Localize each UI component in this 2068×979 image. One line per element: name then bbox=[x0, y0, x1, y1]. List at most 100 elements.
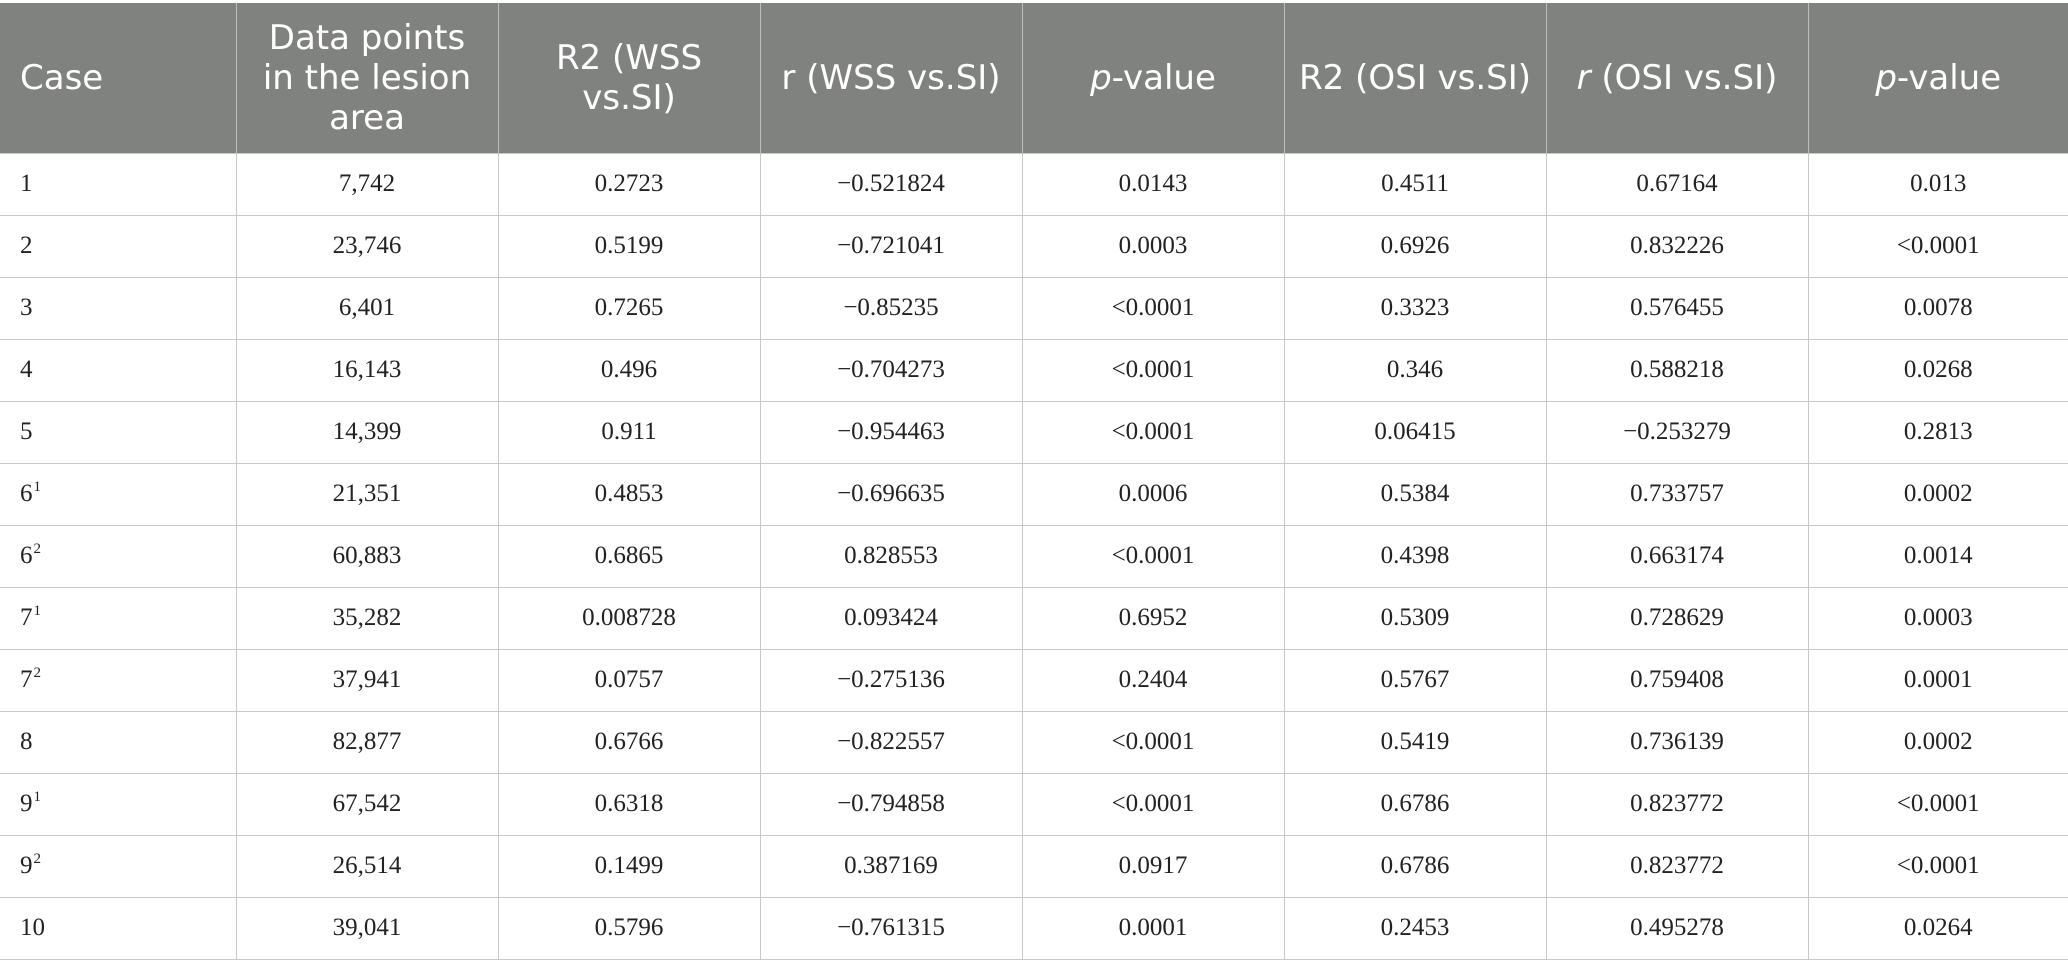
header-p-value-osi: p-value bbox=[1807, 3, 2068, 153]
header-row: Case Data points in the lesion area R2 (… bbox=[0, 3, 2068, 153]
cell-p-value-osi: 0.0268 bbox=[1807, 338, 2068, 402]
case-superscript: 1 bbox=[33, 479, 42, 495]
cell-case: 91 bbox=[0, 772, 237, 836]
header-r-osi: r (OSI vs.SI) bbox=[1545, 3, 1809, 153]
cell-case: 10 bbox=[0, 896, 237, 960]
cell-r-wss: −0.954463 bbox=[759, 400, 1023, 464]
cell-p-value-osi: 0.2813 bbox=[1807, 400, 2068, 464]
results-table: Case Data points in the lesion area R2 (… bbox=[0, 3, 2068, 960]
cell-r-wss: 0.093424 bbox=[759, 586, 1023, 650]
cell-r-osi: 0.733757 bbox=[1545, 462, 1809, 526]
cell-r-osi: −0.253279 bbox=[1545, 400, 1809, 464]
table-header: Case Data points in the lesion area R2 (… bbox=[0, 3, 2068, 153]
table-row: 10 39,041 0.5796 −0.761315 0.0001 0.2453 0.495… bbox=[0, 896, 2068, 960]
case-number: 2 bbox=[20, 232, 33, 259]
cell-case: 62 bbox=[0, 524, 237, 588]
cell-case: 92 bbox=[0, 834, 237, 898]
cell-case: 8 bbox=[0, 710, 237, 774]
cell-r2-wss: 0.0757 bbox=[497, 648, 761, 712]
cell-r2-wss: 0.5796 bbox=[497, 896, 761, 960]
header-p-value-wss: p-value bbox=[1021, 3, 1285, 153]
case-number: 9 bbox=[20, 790, 33, 817]
cell-data-points: 6,401 bbox=[235, 276, 499, 340]
cell-p-value-wss: <0.0001 bbox=[1021, 524, 1285, 588]
case-number: 8 bbox=[20, 728, 33, 755]
cell-r2-osi: 0.346 bbox=[1283, 338, 1547, 402]
cell-data-points: 16,143 bbox=[235, 338, 499, 402]
cell-p-value-osi: 0.0078 bbox=[1807, 276, 2068, 340]
cell-r2-osi: 0.5419 bbox=[1283, 710, 1547, 774]
case-superscript: 1 bbox=[33, 603, 42, 619]
cell-data-points: 82,877 bbox=[235, 710, 499, 774]
table-row: 8 82,877 0.6766 −0.822557 <0.0001 0.5419 0.736… bbox=[0, 710, 2068, 774]
case-number: 3 bbox=[20, 294, 33, 321]
cell-case: 4 bbox=[0, 338, 237, 402]
cell-r-wss: −0.794858 bbox=[759, 772, 1023, 836]
cell-r-osi: 0.759408 bbox=[1545, 648, 1809, 712]
cell-r-wss: −0.521824 bbox=[759, 152, 1023, 216]
cell-case: 1 bbox=[0, 152, 237, 216]
cell-r2-osi: 0.4511 bbox=[1283, 152, 1547, 216]
cell-r2-osi: 0.4398 bbox=[1283, 524, 1547, 588]
cell-r-wss: 0.828553 bbox=[759, 524, 1023, 588]
cell-r-wss: −0.696635 bbox=[759, 462, 1023, 526]
cell-data-points: 39,041 bbox=[235, 896, 499, 960]
cell-p-value-osi: <0.0001 bbox=[1807, 834, 2068, 898]
case-superscript: 2 bbox=[33, 665, 42, 681]
cell-case: 2 bbox=[0, 214, 237, 278]
cell-r-wss: −0.275136 bbox=[759, 648, 1023, 712]
cell-r2-osi: 0.5384 bbox=[1283, 462, 1547, 526]
cell-p-value-osi: 0.013 bbox=[1807, 152, 2068, 216]
cell-r2-wss: 0.008728 bbox=[497, 586, 761, 650]
table-row: 1 7,742 0.2723 −0.521824 0.0143 0.4511 0.67164… bbox=[0, 152, 2068, 216]
cell-r-osi: 0.495278 bbox=[1545, 896, 1809, 960]
case-number: 6 bbox=[20, 542, 33, 569]
cell-p-value-wss: 0.2404 bbox=[1021, 648, 1285, 712]
cell-r2-wss: 0.911 bbox=[497, 400, 761, 464]
case-number: 1 bbox=[20, 170, 33, 197]
cell-data-points: 14,399 bbox=[235, 400, 499, 464]
cell-data-points: 37,941 bbox=[235, 648, 499, 712]
cell-case: 71 bbox=[0, 586, 237, 650]
cell-r-osi: 0.576455 bbox=[1545, 276, 1809, 340]
cell-data-points: 23,746 bbox=[235, 214, 499, 278]
cell-r-osi: 0.67164 bbox=[1545, 152, 1809, 216]
cell-data-points: 21,351 bbox=[235, 462, 499, 526]
cell-data-points: 67,542 bbox=[235, 772, 499, 836]
header-r-wss: r (WSS vs.SI) bbox=[759, 3, 1023, 153]
cell-p-value-wss: 0.0006 bbox=[1021, 462, 1285, 526]
table-row: 71 35,282 0.008728 0.093424 0.6952 0.5309 0.72… bbox=[0, 586, 2068, 650]
cell-r2-wss: 0.7265 bbox=[497, 276, 761, 340]
cell-p-value-osi: 0.0014 bbox=[1807, 524, 2068, 588]
cell-p-value-wss: 0.0917 bbox=[1021, 834, 1285, 898]
cell-r2-osi: 0.5767 bbox=[1283, 648, 1547, 712]
cell-r2-wss: 0.1499 bbox=[497, 834, 761, 898]
case-superscript: 2 bbox=[33, 541, 42, 557]
cell-p-value-wss: <0.0001 bbox=[1021, 772, 1285, 836]
cell-r2-osi: 0.6926 bbox=[1283, 214, 1547, 278]
cell-p-value-osi: 0.0264 bbox=[1807, 896, 2068, 960]
cell-r-wss: −0.704273 bbox=[759, 338, 1023, 402]
case-number: 6 bbox=[20, 480, 33, 507]
cell-r2-wss: 0.496 bbox=[497, 338, 761, 402]
cell-p-value-wss: 0.0143 bbox=[1021, 152, 1285, 216]
cell-r-wss: 0.387169 bbox=[759, 834, 1023, 898]
table-row: 2 23,746 0.5199 −0.721041 0.0003 0.6926 0.8322… bbox=[0, 214, 2068, 278]
case-number: 7 bbox=[20, 666, 33, 693]
table-row: 72 37,941 0.0757 −0.275136 0.2404 0.5767 0.759… bbox=[0, 648, 2068, 712]
cell-r-wss: −0.721041 bbox=[759, 214, 1023, 278]
cell-r-osi: 0.823772 bbox=[1545, 772, 1809, 836]
cell-r-osi: 0.736139 bbox=[1545, 710, 1809, 774]
cell-p-value-wss: <0.0001 bbox=[1021, 276, 1285, 340]
cell-r-osi: 0.823772 bbox=[1545, 834, 1809, 898]
cell-r-wss: −0.85235 bbox=[759, 276, 1023, 340]
cell-r2-wss: 0.5199 bbox=[497, 214, 761, 278]
cell-r-osi: 0.832226 bbox=[1545, 214, 1809, 278]
cell-r-osi: 0.728629 bbox=[1545, 586, 1809, 650]
cell-r2-osi: 0.6786 bbox=[1283, 834, 1547, 898]
cell-r2-osi: 0.6786 bbox=[1283, 772, 1547, 836]
cell-r2-wss: 0.2723 bbox=[497, 152, 761, 216]
table-row: 91 67,542 0.6318 −0.794858 <0.0001 0.6786 0.82… bbox=[0, 772, 2068, 836]
case-superscript: 1 bbox=[33, 789, 42, 805]
cell-p-value-wss: 0.6952 bbox=[1021, 586, 1285, 650]
